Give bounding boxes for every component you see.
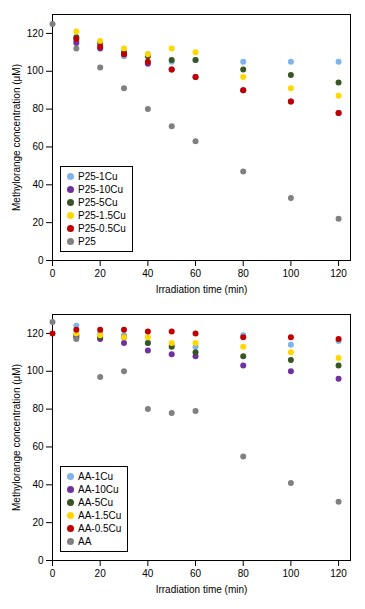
svg-text:80: 80	[238, 268, 250, 279]
svg-text:0: 0	[50, 268, 56, 279]
html-text:P25-0.5Cu: P25-0.5Cu	[78, 223, 126, 234]
svg-text:Irradiation time (min): Irradiation time (min)	[156, 584, 248, 595]
svg-text:20: 20	[95, 268, 107, 279]
html-text:P25-1.5Cu: P25-1.5Cu	[78, 210, 126, 221]
svg-text:120: 120	[27, 328, 44, 339]
html-text:P25-10Cu: P25-10Cu	[78, 184, 123, 195]
svg-text:Methylorange concentration (μM: Methylorange concentration (μM)	[11, 64, 22, 211]
svg-text:80: 80	[238, 568, 250, 579]
svg-text:60: 60	[32, 141, 44, 152]
svg-text:100: 100	[283, 568, 300, 579]
html-text:AA-5Cu: AA-5Cu	[78, 497, 113, 508]
svg-text:40: 40	[142, 268, 154, 279]
svg-text:60: 60	[190, 268, 202, 279]
html-text:P25-5Cu: P25-5Cu	[78, 197, 118, 208]
svg-text:60: 60	[32, 441, 44, 452]
svg-text:100: 100	[283, 268, 300, 279]
svg-text:Methylorange concentration (μM: Methylorange concentration (μM)	[11, 364, 22, 511]
html-text:AA-10Cu: AA-10Cu	[78, 484, 119, 495]
html-text:AA: AA	[78, 536, 92, 547]
svg-text:0: 0	[50, 568, 56, 579]
svg-text:120: 120	[330, 568, 347, 579]
svg-text:0: 0	[38, 555, 44, 566]
svg-text:40: 40	[32, 479, 44, 490]
svg-text:20: 20	[32, 217, 44, 228]
html-text:P25: P25	[78, 236, 96, 247]
svg-text:20: 20	[32, 517, 44, 528]
svg-text:120: 120	[330, 268, 347, 279]
html-text:P25-1Cu: P25-1Cu	[78, 171, 118, 182]
svg-text:40: 40	[142, 568, 154, 579]
svg-text:60: 60	[190, 568, 202, 579]
svg-text:80: 80	[32, 103, 44, 114]
svg-text:100: 100	[27, 65, 44, 76]
svg-text:Irradiation time (min): Irradiation time (min)	[156, 284, 248, 295]
html-text:AA-0.5Cu: AA-0.5Cu	[78, 523, 122, 534]
html-text:AA-1Cu: AA-1Cu	[78, 471, 113, 482]
svg-text:40: 40	[32, 179, 44, 190]
svg-text:0: 0	[38, 255, 44, 266]
svg-text:80: 80	[32, 403, 44, 414]
html-text:AA-1.5Cu: AA-1.5Cu	[78, 510, 122, 521]
svg-text:20: 20	[95, 568, 107, 579]
svg-text:120: 120	[27, 28, 44, 39]
svg-text:100: 100	[27, 365, 44, 376]
